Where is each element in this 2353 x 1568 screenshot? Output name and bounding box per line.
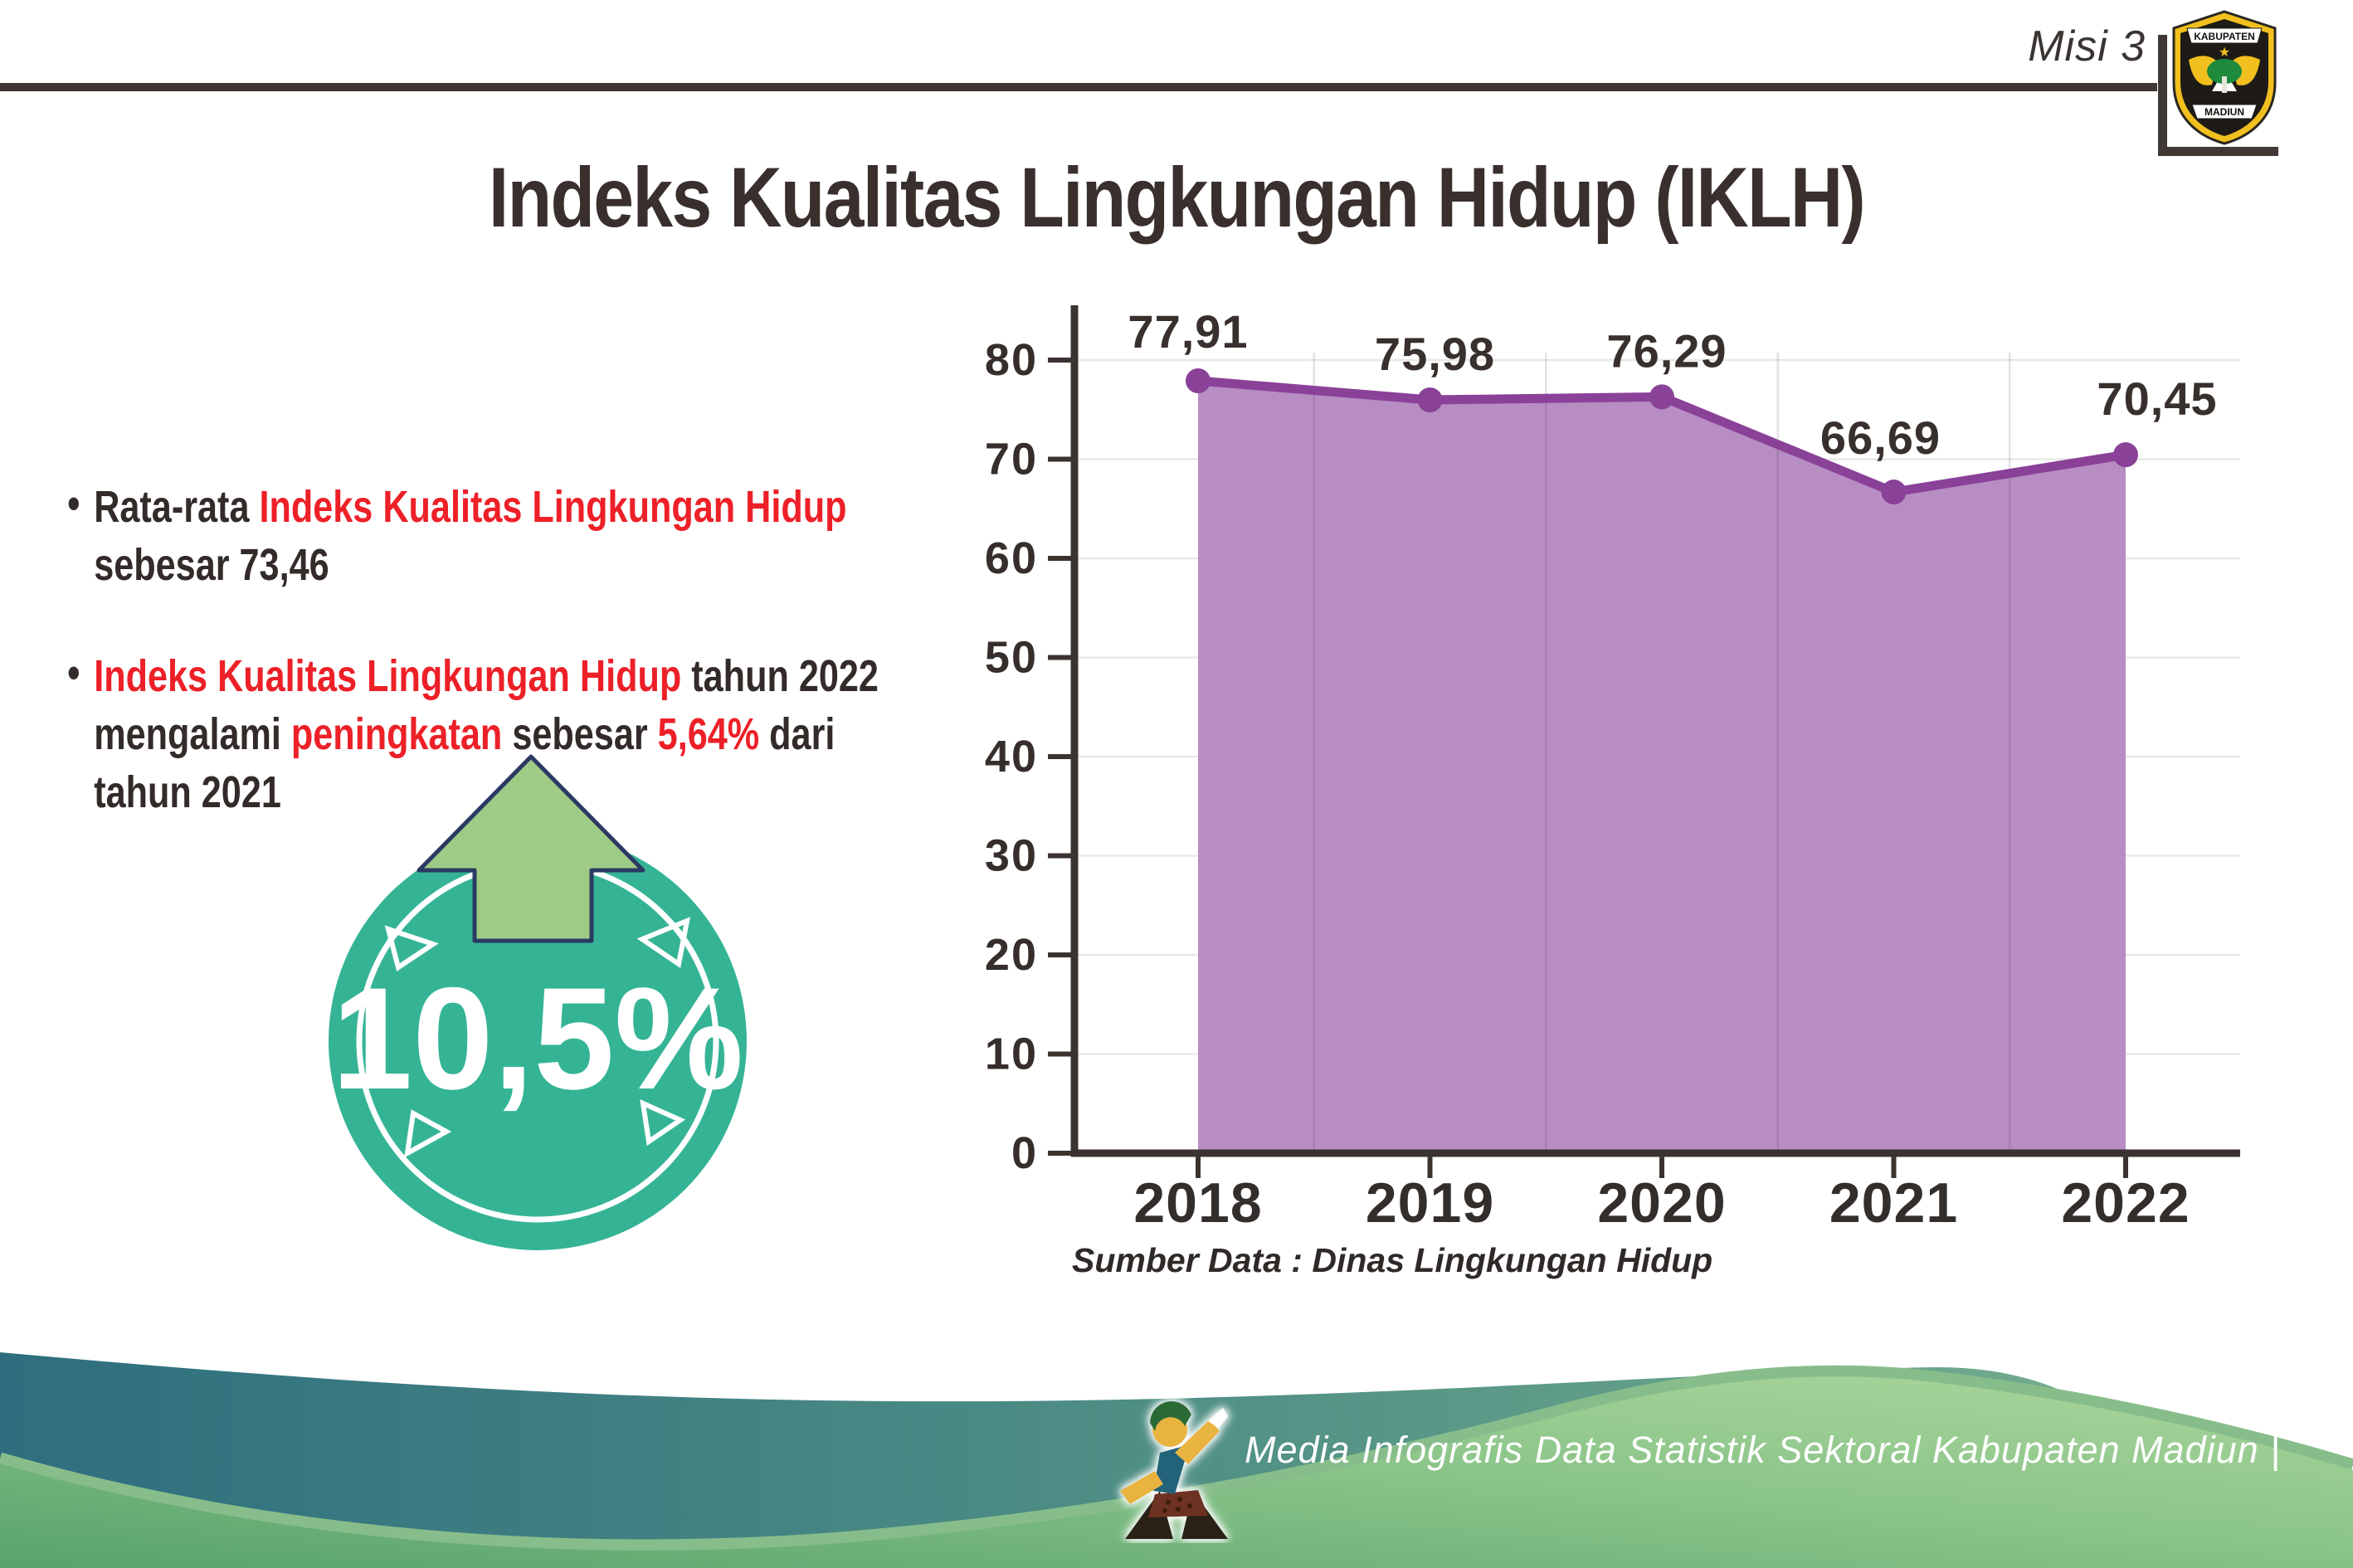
- logo-bottom-ribbon-text: MADIUN: [2204, 106, 2244, 118]
- x-tick-label: 2018: [1133, 1171, 1262, 1234]
- bullet-text: tahun 2022: [681, 651, 879, 701]
- bullet-text-highlight: peningkatan: [290, 709, 503, 759]
- logo-top-ribbon-text: KABUPATEN: [2194, 31, 2255, 42]
- data-label: 76,29: [1606, 324, 1727, 377]
- bullet-text: sebesar 73,46: [94, 540, 329, 590]
- y-tick-label: 80: [985, 335, 1038, 385]
- y-tick-label: 0: [1011, 1128, 1038, 1178]
- badge-sparkle-icon: [640, 1099, 686, 1147]
- kabupaten-madiun-logo: KABUPATEN ★ MADIUN: [2172, 10, 2277, 145]
- y-tick-label: 60: [985, 533, 1038, 583]
- bullet-icon: •: [67, 648, 80, 698]
- data-label: 70,45: [2097, 373, 2217, 425]
- up-arrow-icon: [417, 754, 645, 943]
- footer-credit: Media Infografis Data Statistik Sektoral…: [1245, 1429, 2281, 1471]
- data-point: [1417, 387, 1443, 413]
- x-tick-label: 2021: [1829, 1171, 1958, 1234]
- bullet-text-highlight: Indeks Kualitas Lingkungan Hidup: [94, 651, 682, 701]
- dancer-mascot-icon: [1120, 1401, 1228, 1539]
- summary-bullets: • Rata-rata Indeks Kualitas Lingkungan Hi…: [67, 478, 1067, 874]
- increase-percentage-badge: 10,5%: [329, 754, 747, 1250]
- bullet-text-highlight: 5,64%: [657, 709, 760, 759]
- logo-frame: [2158, 35, 2167, 156]
- badge-sparkle-icon: [636, 917, 690, 969]
- bullet-text: sebesar: [502, 709, 658, 759]
- bullet-icon: •: [67, 479, 80, 528]
- header-rule: [0, 83, 2157, 91]
- y-tick-label: 50: [985, 633, 1038, 683]
- footer-green-dome: [0, 1376, 2353, 1568]
- y-tick-label: 20: [985, 930, 1038, 980]
- data-point: [1186, 368, 1211, 393]
- bullet-average-iklh: • Rata-rata Indeks Kualitas Lingkungan Hi…: [67, 478, 1067, 594]
- data-label: 75,98: [1375, 328, 1495, 380]
- page-title: Indeks Kualitas Lingkungan Hidup (IKLH): [488, 150, 1866, 246]
- area-fill: [1198, 380, 2126, 1154]
- logo-star-icon: ★: [2219, 46, 2230, 60]
- badge-value: 10,5%: [332, 958, 743, 1120]
- badge-sparkle-icon: [384, 925, 439, 971]
- badge-sparkle-icon: [404, 1109, 452, 1158]
- bullet-text: dari: [759, 709, 835, 759]
- y-tick-label: 70: [985, 435, 1038, 485]
- data-point: [1881, 480, 1907, 505]
- bullet-text: tahun 2021: [94, 767, 281, 817]
- logo-frame: [2158, 147, 2278, 156]
- chart-source-note: Sumber Data : Dinas Lingkungan Hidup: [1072, 1241, 1713, 1279]
- y-tick-label: 10: [985, 1030, 1038, 1079]
- bullet-iklh-increase: • Indeks Kualitas Lingkungan Hidup tahun …: [67, 647, 1067, 821]
- bullet-text: mengalami: [94, 709, 291, 759]
- bullet-text: Rata-rata: [94, 482, 260, 532]
- data-point: [1649, 384, 1674, 410]
- data-label: 66,69: [1820, 411, 1941, 464]
- x-tick-label: 2019: [1366, 1171, 1494, 1234]
- y-tick-label: 40: [985, 732, 1038, 782]
- data-label: 77,91: [1128, 305, 1248, 358]
- x-tick-label: 2022: [2061, 1171, 2190, 1234]
- data-point: [2113, 442, 2138, 468]
- bullet-text-highlight: Indeks Kualitas Lingkungan Hidup: [259, 482, 847, 532]
- footer-wave: [0, 1352, 2353, 1568]
- iklh-area-chart: 77,91 75,98 76,29 66,69 70,45 0 10 20 30 40 50 60 70…: [985, 305, 2240, 1234]
- y-tick-label: 30: [985, 831, 1038, 881]
- misi-label: Misi 3: [2028, 22, 2146, 71]
- x-tick-label: 2020: [1597, 1171, 1726, 1234]
